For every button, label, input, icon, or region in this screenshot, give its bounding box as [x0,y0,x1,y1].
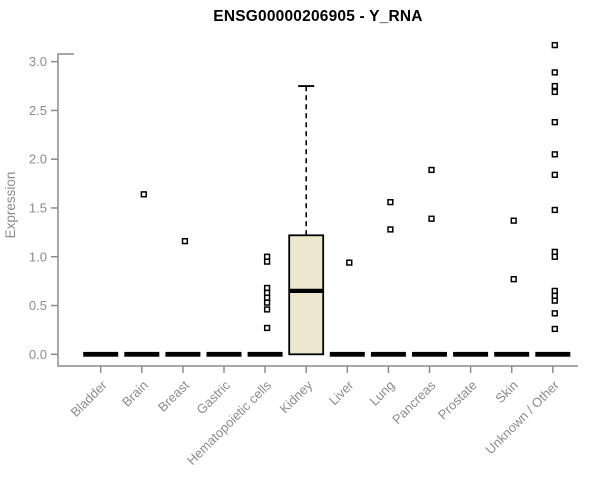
collapsed-box [494,351,530,357]
outlier-point [263,299,271,306]
outlier-point [263,294,271,301]
collapsed-box [453,351,489,357]
x-axis-label: Lung [366,378,397,409]
y-tick-label: 2.5 [29,103,47,118]
x-axis-label: Breast [155,377,192,414]
y-tick-label: 0.5 [29,298,47,313]
collapsed-box [412,351,447,357]
outlier-point [263,253,271,260]
collapsed-box [124,351,160,357]
x-axis-label: Brain [119,378,151,410]
axis-frame [57,53,578,367]
outlier-point [551,41,558,49]
x-axis-label: Gastric [193,377,233,417]
x-axis-label: Pancreas [389,377,439,427]
collapsed-box [247,351,283,357]
outlier-point [551,292,558,299]
y-tick-label: 1.5 [29,200,47,215]
outlier-point [428,215,435,222]
y-axis-title: Expression [3,172,18,239]
y-tick-label: 2.0 [29,152,47,167]
x-axis-label: Kidney [277,377,316,416]
outlier-point [551,297,558,304]
outlier-point [263,258,271,265]
outlier-point [551,88,558,96]
outlier-point [551,69,558,76]
outlier-point [346,259,353,266]
outlier-point [428,166,435,174]
outlier-point [551,119,558,126]
outlier-point [551,206,558,214]
y-tick-label: 1.0 [29,249,47,264]
x-axis-label: Bladder [68,377,111,420]
x-axis-label: Unknown / Other [482,377,562,457]
collapsed-box [370,351,406,357]
outlier-point [551,151,558,158]
outlier-point [181,238,189,245]
x-axis-label: Liver [326,377,357,408]
outlier-point [510,276,517,283]
collapsed-box [206,351,242,357]
x-axis-label: Skin [492,378,520,406]
outlier-point [140,191,147,198]
collapsed-box [329,351,365,357]
outlier-point [551,325,558,333]
box-rect [288,234,325,356]
outlier-point [263,289,271,296]
y-tick-label: 3.0 [29,54,47,69]
outlier-point [551,253,558,260]
collapsed-box [535,351,571,357]
outlier-point [551,287,558,295]
outlier-point [510,217,517,224]
outlier-point [551,82,558,90]
collapsed-box [83,351,119,357]
outlier-point [551,171,558,178]
outlier-point [387,226,394,233]
collapsed-box [165,351,201,357]
outlier-point [551,310,558,317]
outlier-point [387,198,394,206]
outlier-point [263,284,271,292]
outlier-point [551,248,558,256]
chart-title: ENSG00000206905 - Y_RNA [213,8,423,25]
y-tick-label: 0.0 [29,347,47,362]
outlier-point [263,306,271,313]
outlier-point [263,324,271,332]
x-axis-label: Prostate [435,378,480,423]
